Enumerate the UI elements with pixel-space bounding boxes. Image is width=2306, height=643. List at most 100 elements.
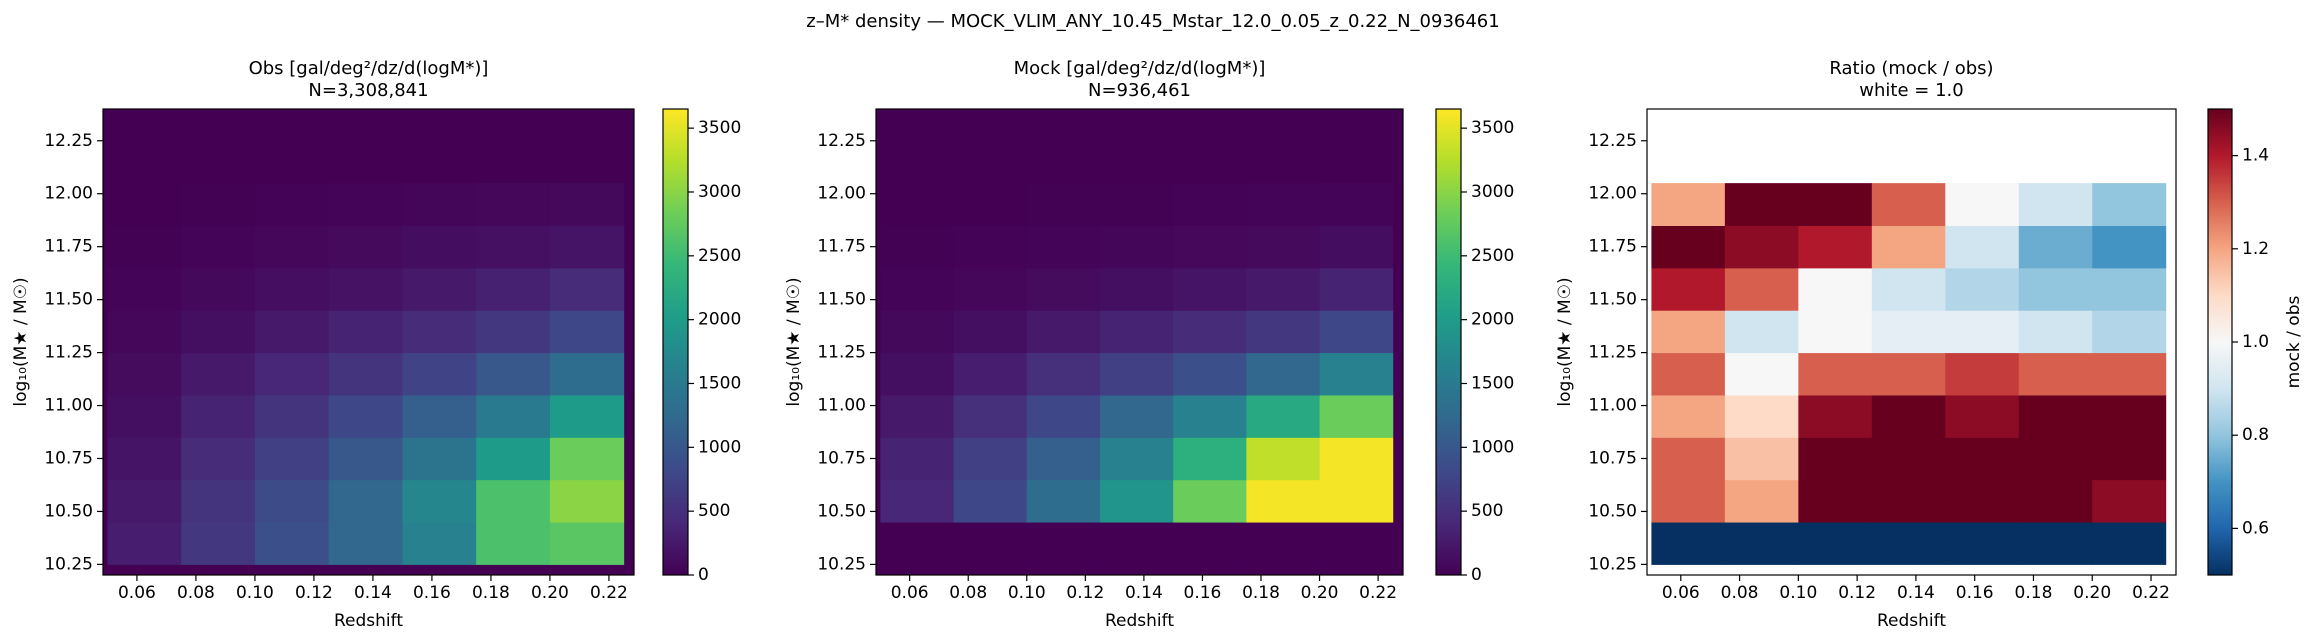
heatmap-cell [181, 479, 256, 523]
heatmap-cell [1173, 310, 1247, 354]
colorbar-tick-label: 2500 [1471, 246, 1514, 266]
y-tick-label: 12.25 [817, 131, 866, 151]
heatmap-cell [880, 352, 955, 396]
heatmap-cell [1173, 183, 1247, 226]
heatmap-cell [549, 310, 625, 354]
heatmap-cell [1651, 352, 1726, 396]
heatmap-cell [1651, 437, 1726, 481]
heatmap-cell [1246, 183, 1321, 226]
x-tick-label: 0.16 [413, 583, 451, 603]
x-tick-label: 0.18 [1242, 583, 1280, 603]
heatmap-cell [880, 310, 955, 354]
heatmap-cell [2092, 183, 2167, 226]
x-tick-label: 0.08 [949, 583, 987, 603]
heatmap-cell [2092, 267, 2167, 311]
heatmap-cell [254, 183, 330, 226]
heatmap-cell [254, 352, 330, 396]
heatmap-cell [1173, 352, 1247, 396]
x-tick-label: 0.22 [590, 583, 628, 603]
heatmap-cell [328, 310, 403, 354]
y-tick-label: 12.00 [817, 184, 866, 204]
heatmap-cell [1173, 479, 1247, 523]
heatmap-cell [1724, 522, 1799, 565]
heatmap-cell [1798, 522, 1873, 565]
colorbar-tick-label: 0 [1471, 565, 1482, 585]
y-tick-label: 10.75 [817, 449, 866, 469]
x-tick-label: 0.12 [1838, 583, 1876, 603]
heatmap-cell [1651, 267, 1726, 311]
heatmap-cell [1173, 394, 1247, 438]
heatmap-cell [2092, 437, 2167, 481]
heatmap-cell [107, 437, 182, 481]
y-tick-label: 11.50 [44, 290, 93, 310]
y-tick-label: 11.75 [44, 237, 93, 257]
y-axis-label: log₁₀(M★ / M☉) [11, 277, 31, 406]
heatmap-cell [1319, 225, 1394, 269]
heatmap-cell [1173, 225, 1247, 269]
heatmap-cell [1319, 394, 1394, 438]
heatmap-cell [328, 267, 403, 311]
heatmap-cell [549, 522, 625, 565]
heatmap-cell [880, 437, 955, 481]
heatmap-cell [181, 394, 256, 438]
heatmap-cell [1945, 522, 2020, 565]
heatmap-cell [1945, 267, 2020, 311]
heatmap-cell [1871, 479, 1946, 523]
colorbar-tick-label: 1000 [1471, 437, 1514, 457]
y-tick-label: 12.00 [44, 184, 93, 204]
heatmap-cell [1798, 394, 1873, 438]
heatmap-cell [549, 267, 625, 311]
heatmap-cell [1319, 437, 1394, 481]
heatmap-cell [254, 437, 330, 481]
heatmap-cell [1246, 437, 1321, 481]
x-tick-label: 0.06 [891, 583, 929, 603]
heatmap-cell [1724, 352, 1799, 396]
heatmap-cell [953, 437, 1028, 481]
x-axis-label: Redshift [1105, 611, 1174, 631]
heatmap-cell [402, 479, 477, 523]
colorbar-tick-label: 3000 [698, 182, 741, 202]
heatmap-cell [1871, 394, 1946, 438]
heatmap-cell [328, 437, 403, 481]
heatmap-cell [2018, 437, 2093, 481]
heatmap-cell [1798, 352, 1873, 396]
y-tick-label: 11.25 [44, 343, 93, 363]
colorbar-tick-label: 3000 [1471, 182, 1514, 202]
heatmap-cell [402, 437, 477, 481]
x-tick-label: 0.12 [295, 583, 333, 603]
heatmap-cell [1651, 310, 1726, 354]
x-tick-label: 0.20 [531, 583, 569, 603]
heatmap-cell [1026, 479, 1101, 523]
heatmap-cell [254, 479, 330, 523]
heatmap-cell [328, 479, 403, 523]
heatmap-cell [181, 437, 256, 481]
heatmap-cell [953, 183, 1028, 226]
y-tick-label: 12.25 [44, 131, 93, 151]
x-tick-label: 0.14 [1897, 583, 1935, 603]
colorbar [2208, 109, 2232, 575]
heatmap-cell [1099, 267, 1174, 311]
y-axis-label: log₁₀(M★ / M☉) [1555, 277, 1575, 406]
heatmap-cell [549, 352, 625, 396]
heatmap-cell [1026, 352, 1101, 396]
heatmap-cell [476, 225, 551, 269]
heatmap-cell [476, 352, 551, 396]
heatmap-cell [953, 479, 1028, 523]
heatmap-cell [1099, 352, 1174, 396]
heatmap-cell [2092, 352, 2167, 396]
heatmap-cell [880, 479, 955, 523]
heatmap-cell [1798, 183, 1873, 226]
heatmap-cell [1026, 225, 1101, 269]
heatmap-cell [549, 437, 625, 481]
heatmap-cell [1026, 394, 1101, 438]
heatmap-cell [880, 183, 955, 226]
heatmap-cell [181, 310, 256, 354]
heatmap-cell [1724, 394, 1799, 438]
heatmap-cell [402, 267, 477, 311]
x-axis-label: Redshift [334, 611, 403, 631]
x-tick-label: 0.18 [2015, 583, 2053, 603]
x-tick-label: 0.08 [1721, 583, 1759, 603]
panel-subtitle: N=936,461 [1088, 80, 1191, 101]
heatmap-cell [880, 394, 955, 438]
